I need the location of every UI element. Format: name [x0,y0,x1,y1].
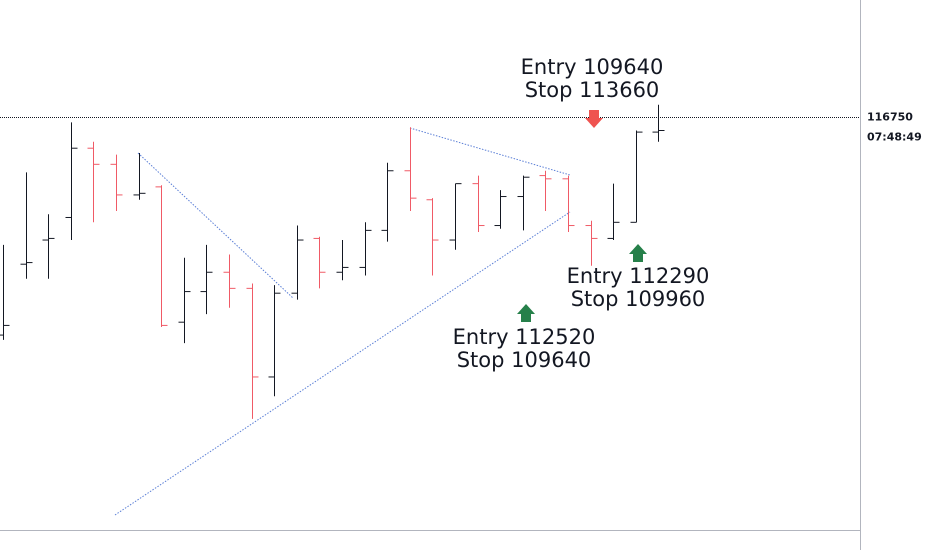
ohlc-bar [381,162,394,242]
ohlc-bar [0,244,10,340]
ohlc-bar [494,190,507,229]
ohlc-bar [630,130,643,223]
ohlc-bar [178,257,191,344]
signal-arrow [517,304,535,322]
ohlc-bar [607,183,620,241]
bars [0,104,860,419]
annotation-text: Entry 112520 [453,325,596,349]
price-tag [861,108,932,127]
trend-line [137,152,294,299]
ohlc-bar [336,240,349,281]
axes: 116750 07:48:49 [861,108,932,147]
ohlc-bar [42,214,55,279]
annotation-text: Stop 109960 [571,287,706,311]
trend-line [114,211,571,516]
ohlc-bar [404,127,417,212]
ohlc-bar [133,153,146,200]
ohlc-bar [449,183,462,250]
annotation-text: Stop 113660 [525,78,660,102]
price-tag-label: 116750 [867,111,913,124]
ohlc-bar [268,285,281,397]
ohlc-bar [20,172,33,279]
ohlc-bar [472,175,485,232]
ohlc-bar [291,225,304,300]
drawings [114,127,571,516]
trend-line [409,127,571,176]
ohlc-bar [539,170,552,212]
ohlc-bar [562,175,575,232]
annotation-text: Stop 109640 [457,348,592,372]
ohlc-bar [652,104,665,142]
annotation-text: Entry 109640 [521,55,664,79]
ohlc-bar [223,254,236,308]
countdown-label: 07:48:49 [867,131,922,144]
ohlc-bar [87,141,100,223]
signal-arrow [585,110,603,128]
ohlc-bar [426,198,439,276]
ohlc-bar [517,175,530,231]
ohlc-bar [155,185,168,328]
ohlc-bar [65,122,78,241]
signal-arrow [629,244,647,262]
ohlc-bar [585,220,598,266]
ohlc-bar [200,244,213,315]
annotation-text: Entry 112290 [567,264,710,288]
ohlc-bar [313,236,326,289]
ohlc-bar [359,222,372,276]
ohlc-bar [246,283,259,419]
countdown-tag [861,126,932,147]
ohlc-bar [110,154,123,212]
